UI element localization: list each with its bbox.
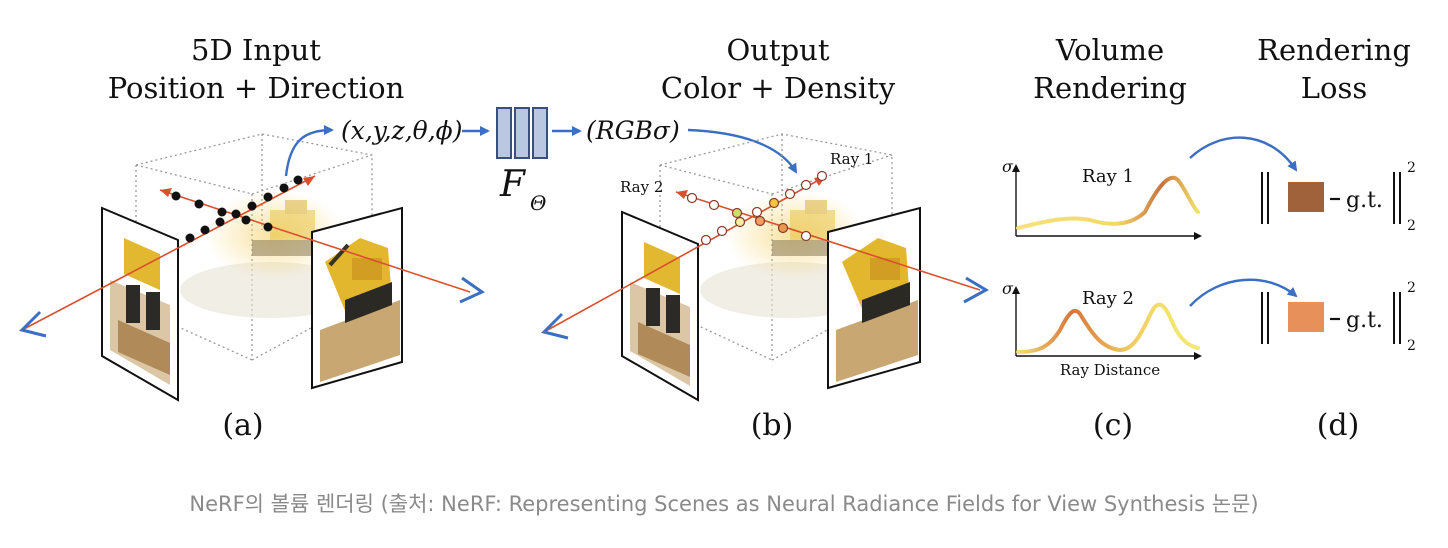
loss-row-1-sup: 2 <box>1407 160 1416 176</box>
panel-a-camera-right <box>459 276 486 304</box>
loss-row-2: g.t. 2 2 <box>1261 280 1416 354</box>
panel-b-ray2-label: Ray 2 <box>620 178 663 196</box>
plot1-sigma: σ <box>1002 157 1014 176</box>
loss-row-1-sub: 2 <box>1407 218 1416 234</box>
panel-d-title-line1: Rendering <box>1257 33 1411 67</box>
panel-a-ray-2 <box>159 189 471 293</box>
plot2-x-axis-label: Ray Distance <box>1060 361 1160 379</box>
panel-c-letter: (c) <box>1093 408 1133 443</box>
panel-a-ray-2-arrowhead <box>160 188 172 197</box>
panel-d-title-line2: Loss <box>1301 71 1367 105</box>
panel-c-plot-ray1: σ Ray 1 <box>1002 157 1202 240</box>
panel-a-input-label: (x,y,z,θ,ϕ) <box>341 116 462 145</box>
panel-b-right-image-content <box>836 238 918 382</box>
panel-a-title-line1: 5D Input <box>191 33 321 67</box>
panel-b: Output Color + Density (RGBσ) <box>541 33 990 443</box>
panel-a-camera-left <box>19 310 47 338</box>
panel-b-left-image-content <box>630 242 690 386</box>
loss-row-2-swatch <box>1288 302 1324 332</box>
panel-b-letter: (b) <box>751 408 794 443</box>
figure-caption: NeRF의 볼륨 렌더링 (출처: NeRF: Representing Sce… <box>189 492 1259 516</box>
arrow-plot2-to-loss <box>1189 278 1298 307</box>
panel-b-title-line2: Color + Density <box>661 71 896 105</box>
loss-row-1-gt-label: g.t. <box>1346 188 1383 213</box>
panel-b-sample-points <box>686 170 828 246</box>
panel-a: 5D Input Position + Direction <box>19 33 486 443</box>
panel-c-title-line1: Volume <box>1055 33 1164 67</box>
panel-a-ray-1-arrowhead <box>303 176 315 186</box>
panel-a-title-line2: Position + Direction <box>108 71 405 105</box>
loss-row-2-sup: 2 <box>1407 280 1416 296</box>
plot2-density-curve <box>1016 302 1200 354</box>
network-layer-3 <box>532 107 548 159</box>
network: F Θ <box>462 107 582 215</box>
loss-row-1: g.t. 2 2 <box>1261 160 1416 234</box>
panel-a-left-image-content <box>110 238 170 385</box>
loss-row-2-sub: 2 <box>1407 338 1416 354</box>
panel-d-letter: (d) <box>1317 408 1360 443</box>
panel-b-ray1-label: Ray 1 <box>830 150 873 168</box>
panel-c-title-line2: Rendering <box>1033 71 1187 105</box>
panel-b-output-label: (RGBσ) <box>586 116 680 145</box>
panel-a-sample-points <box>171 175 303 243</box>
panel-c-plot-ray2: σ Ray 2 Ray Distance <box>1002 279 1202 379</box>
network-subscript: Θ <box>530 191 546 215</box>
panel-a-ray-1 <box>21 175 316 331</box>
panel-a-bulldozer-ghost <box>252 200 315 256</box>
panel-c: Volume Rendering σ Ray 1 σ Ray 2 Ray Dis… <box>1002 33 1202 443</box>
loss-row-1-swatch <box>1288 182 1324 212</box>
panel-b-camera-left <box>541 312 569 340</box>
arrow-plot1-to-loss <box>1189 136 1298 172</box>
plot1-label: Ray 1 <box>1082 166 1134 187</box>
plot2-label: Ray 2 <box>1082 288 1134 309</box>
loss-row-2-gt-label: g.t. <box>1346 308 1383 333</box>
panel-a-arrow-to-input <box>284 125 334 177</box>
panel-a-letter: (a) <box>222 408 263 443</box>
panel-b-camera-right <box>963 276 990 304</box>
plot2-sigma: σ <box>1002 279 1014 298</box>
network-layer-2 <box>514 107 530 159</box>
network-layer-1 <box>496 107 512 159</box>
panel-b-arrow-to-samples <box>687 128 798 174</box>
panel-b-ray-2 <box>675 191 981 291</box>
plot1-density-curve <box>1016 175 1200 230</box>
panel-d: Rendering Loss g.t. 2 2 g.t. 2 2 (d) <box>1257 33 1416 443</box>
panel-a-right-image-content <box>320 238 400 382</box>
panel-b-ray-2-arrowhead <box>676 190 688 199</box>
panel-b-title-line1: Output <box>726 33 829 67</box>
network-label: F <box>499 164 527 205</box>
